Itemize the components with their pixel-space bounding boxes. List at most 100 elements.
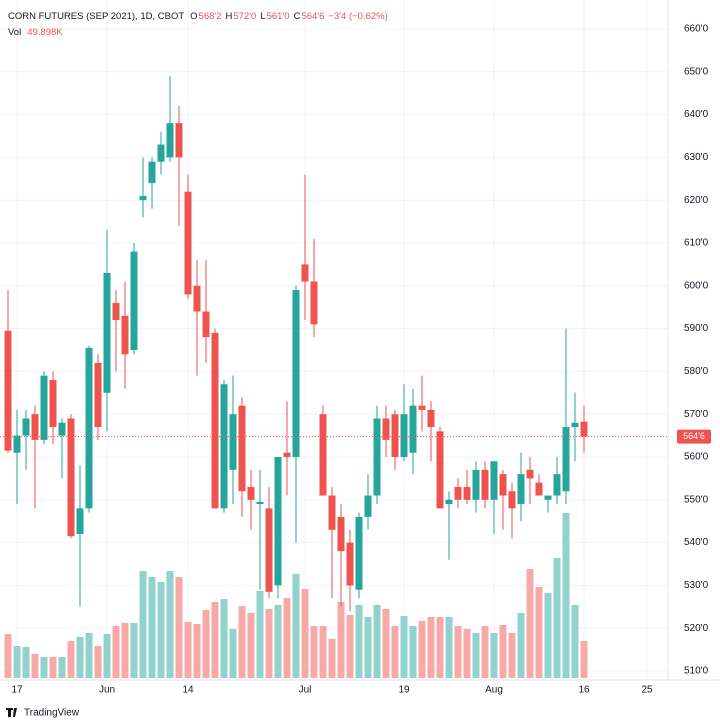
volume-bar [292, 574, 300, 678]
volume-bar [310, 626, 318, 678]
x-tick-label: 14 [182, 685, 194, 696]
y-tick-label: 650'0 [684, 66, 709, 77]
ohlc-value: 564'6 [301, 11, 325, 22]
candle-body [76, 508, 84, 535]
volume-bar [67, 640, 75, 678]
legend-header: CORN FUTURES (SEP 2021), 1D, CBOT O568'2 H… [8, 9, 392, 41]
candle-body [121, 315, 129, 355]
volume-bar [13, 646, 21, 678]
volume-bar [445, 616, 453, 678]
x-tick-label: Jul [299, 685, 312, 696]
volume-bar [382, 608, 390, 678]
y-tick-label: 550'0 [684, 494, 709, 505]
candle-body [364, 495, 372, 517]
ohlc-value: 568'2 [198, 11, 222, 22]
x-tick-label: Aug [485, 685, 503, 696]
candle-body [346, 542, 354, 586]
y-tick-label: 610'0 [684, 238, 709, 249]
y-tick-label: 590'0 [684, 323, 709, 334]
volume-bar [31, 654, 39, 678]
candle-body [355, 516, 363, 590]
volume-bar [184, 622, 192, 678]
volume-bar [355, 604, 363, 678]
y-tick-label: 620'0 [684, 195, 709, 206]
ohlc-row: CORN FUTURES (SEP 2021), 1D, CBOT O568'2 H… [8, 9, 392, 25]
x-tick-label: 19 [398, 685, 410, 696]
candle-body [391, 414, 399, 457]
candle-body [400, 414, 408, 457]
volume-bar [553, 558, 561, 678]
candle-body [292, 290, 300, 457]
volume-bar [229, 628, 237, 678]
candle-body [103, 272, 111, 393]
volume-bar [580, 641, 588, 678]
symbol-title: CORN FUTURES (SEP 2021), 1D, CBOT [8, 11, 185, 22]
volume-bar [148, 576, 156, 678]
ohlc-key: H [225, 11, 233, 22]
candle-body [274, 457, 282, 586]
candle-body [85, 347, 93, 509]
volume-bar [409, 626, 417, 678]
brand: TradingView [24, 708, 80, 719]
volume-bar [373, 604, 381, 678]
volume-bar [94, 646, 102, 678]
candle-body [202, 311, 210, 338]
y-tick-label: 600'0 [684, 280, 709, 291]
volume-bar [4, 634, 12, 678]
candle-body [31, 414, 39, 440]
volume-bar [526, 568, 534, 678]
volume-bar [418, 620, 426, 678]
candle-body [256, 501, 264, 505]
candle-body [463, 486, 471, 500]
candle-body [499, 474, 507, 496]
candle-body [427, 409, 435, 428]
volume-bar [238, 606, 246, 678]
x-tick-label: Jun [99, 685, 115, 696]
ohlc-key: L [260, 11, 266, 22]
ohlc-key: C [293, 11, 301, 22]
volume-bar [265, 608, 273, 678]
volume-bar [436, 616, 444, 678]
volume-bar [499, 624, 507, 678]
volume-bar [319, 626, 327, 678]
volume-bar [562, 512, 570, 678]
y-tick-label: 630'0 [684, 152, 709, 163]
candle-body [481, 469, 489, 500]
candle-body [211, 332, 219, 509]
volume-value: 49.898K [27, 27, 63, 38]
ohlc-key: O [190, 11, 198, 22]
candle-body [40, 375, 48, 440]
price-label-box [677, 429, 711, 444]
volume-bar [22, 646, 30, 678]
y-tick-label: 570'0 [684, 409, 709, 420]
y-tick-label: 580'0 [684, 366, 709, 377]
volume-bar [544, 592, 552, 678]
candle-body [130, 251, 138, 350]
candle-body [580, 421, 588, 437]
x-tick-label: 25 [641, 685, 653, 696]
candle-body [94, 362, 102, 428]
volume-bar [400, 616, 408, 678]
candle-body [220, 384, 228, 509]
candle-body [418, 405, 426, 410]
candle-body [67, 418, 75, 537]
candle-body [571, 422, 579, 428]
volume-bar [121, 622, 129, 678]
candle-body [562, 427, 570, 492]
candle-body [175, 123, 183, 158]
candle-body [526, 469, 534, 479]
volume-bar [463, 628, 471, 678]
volume-bar [139, 570, 147, 678]
volume-bar [130, 622, 138, 678]
volume-row: Vol 49.898K [8, 25, 392, 41]
candle-body [112, 302, 120, 321]
volume-bar [175, 576, 183, 678]
volume-bar [157, 582, 165, 678]
candle-body [445, 499, 453, 505]
price-label: 564'6 [683, 431, 705, 441]
candle-body [166, 123, 174, 158]
candle-body [184, 191, 192, 295]
volume-key: Vol [8, 27, 22, 38]
ohlc-value: 561'0 [266, 11, 290, 22]
volume-bar [490, 632, 498, 678]
